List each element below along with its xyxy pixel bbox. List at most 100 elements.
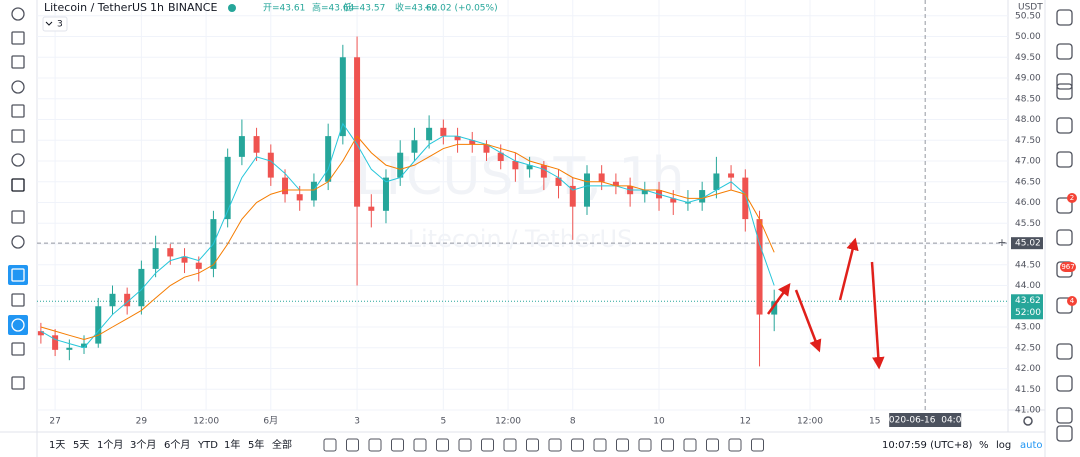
candle-body (325, 136, 332, 182)
tool-button[interactable] (11, 129, 25, 143)
candle-body (152, 248, 159, 269)
range-button[interactable]: 1个月 (97, 439, 123, 451)
drawing-tool[interactable] (413, 438, 427, 452)
sidebar-button[interactable] (1056, 407, 1073, 424)
y-tick-label: 42.50 (1015, 343, 1041, 353)
drawing-tool[interactable] (751, 438, 764, 452)
tool-icon (11, 235, 25, 249)
percent-toggle[interactable]: % (979, 440, 989, 451)
tool-button[interactable] (11, 55, 25, 69)
tool-button[interactable] (11, 80, 25, 94)
sidebar-button[interactable] (1056, 229, 1073, 246)
add-alert: + (997, 236, 1006, 249)
x-tick-label: 8 (570, 417, 576, 427)
candle-body (756, 219, 763, 315)
candle-body (569, 185, 576, 207)
tool-icon (11, 376, 25, 390)
ohlc-value: 高=43.64 (312, 2, 355, 14)
range-button[interactable]: YTD (197, 440, 218, 451)
range-button[interactable]: 5天 (73, 440, 89, 451)
drawing-tool[interactable] (368, 438, 382, 452)
y-tick-label: 41.50 (1015, 385, 1041, 395)
log-toggle[interactable]: log (996, 440, 1011, 451)
tool-icon (11, 55, 25, 69)
tool-button[interactable] (11, 342, 25, 356)
tool-button[interactable] (11, 376, 25, 390)
candle-body (555, 177, 562, 186)
range-button[interactable]: 6个月 (164, 439, 190, 451)
x-tick-label: 12:00 (193, 417, 219, 427)
drawing-tool[interactable] (616, 438, 629, 452)
candle-body (81, 343, 88, 348)
y-tick-label: 44.50 (1015, 260, 1041, 270)
countdown-label: 52:00 (1015, 308, 1041, 318)
tool-icon (11, 342, 25, 356)
tool-button[interactable] (8, 265, 28, 285)
plot: LTCUSDT, 1h Litecoin / TetherUS (37, 0, 1008, 411)
candle-body (598, 173, 605, 182)
y-tick-label: 48.50 (1015, 94, 1041, 104)
drawing-tool[interactable] (481, 438, 494, 452)
settings-icon[interactable] (1023, 416, 1033, 426)
range-button[interactable]: 5年 (248, 438, 264, 451)
range-button[interactable]: 全部 (272, 438, 292, 451)
drawing-tool[interactable] (728, 438, 742, 452)
sidebar-button[interactable] (1056, 343, 1073, 360)
tool-icon (11, 210, 25, 224)
drawing-tool[interactable] (706, 438, 719, 452)
drawing-tool[interactable] (458, 438, 472, 452)
sidebar-button[interactable] (1056, 117, 1073, 134)
drawing-tool[interactable] (571, 438, 584, 452)
tool-button[interactable] (11, 210, 25, 224)
tool-button[interactable] (8, 315, 28, 335)
interval: 1h (150, 1, 164, 14)
tool-button[interactable] (11, 7, 25, 21)
ohlc-value: 收=43.62 (395, 2, 437, 14)
drawing-tool[interactable] (346, 438, 359, 452)
drawing-tool[interactable] (526, 438, 539, 452)
tool-icon (11, 80, 25, 94)
sidebar-button[interactable] (1056, 197, 1073, 214)
drawing-tool[interactable] (548, 438, 562, 452)
drawing-tool[interactable] (436, 438, 449, 452)
tool-icon (11, 178, 25, 192)
tool-button[interactable] (11, 153, 25, 167)
tool-button[interactable] (11, 178, 25, 192)
x-tick-label: 12 (740, 417, 751, 427)
tool-button[interactable] (11, 293, 25, 307)
arrow (838, 237, 859, 301)
sidebar-button[interactable] (1056, 43, 1073, 60)
y-tick-label: 45.50 (1015, 219, 1041, 229)
drawing-tool[interactable] (683, 438, 697, 452)
drawing-tool[interactable] (638, 438, 652, 452)
y-tick-label: 42.00 (1015, 364, 1041, 374)
tool-icon (11, 293, 25, 307)
range-button[interactable]: 1天 (49, 440, 65, 451)
indicators-toggle[interactable] (42, 16, 68, 32)
candle-body (37, 331, 44, 336)
sidebar-button[interactable] (1056, 425, 1073, 442)
auto-toggle[interactable]: auto (1020, 440, 1043, 451)
drawing-tool[interactable] (593, 438, 607, 452)
drawing-tool[interactable] (391, 438, 404, 452)
sidebar-button[interactable] (1056, 73, 1073, 90)
y-tick-label: 46.00 (1015, 198, 1041, 208)
candle-body (282, 177, 289, 195)
drawing-tool[interactable] (323, 438, 337, 452)
range-button[interactable]: 3个月 (130, 439, 156, 451)
candle-body (512, 161, 519, 170)
tool-icon (11, 318, 25, 332)
range-button[interactable]: 1年 (224, 438, 240, 451)
drawing-tool[interactable] (503, 438, 517, 452)
candle-body (368, 206, 375, 211)
candle-body (397, 152, 404, 178)
tool-button[interactable] (11, 31, 25, 45)
sidebar-button[interactable] (1056, 151, 1073, 168)
clock: 10:07:59 (UTC+8) (882, 440, 973, 451)
sidebar-button[interactable] (1056, 375, 1073, 392)
tool-button[interactable] (11, 235, 25, 249)
drawing-tool[interactable] (661, 438, 674, 452)
sidebar-button[interactable] (1056, 83, 1073, 100)
tool-button[interactable] (11, 104, 25, 118)
sidebar-button[interactable] (1056, 9, 1073, 26)
